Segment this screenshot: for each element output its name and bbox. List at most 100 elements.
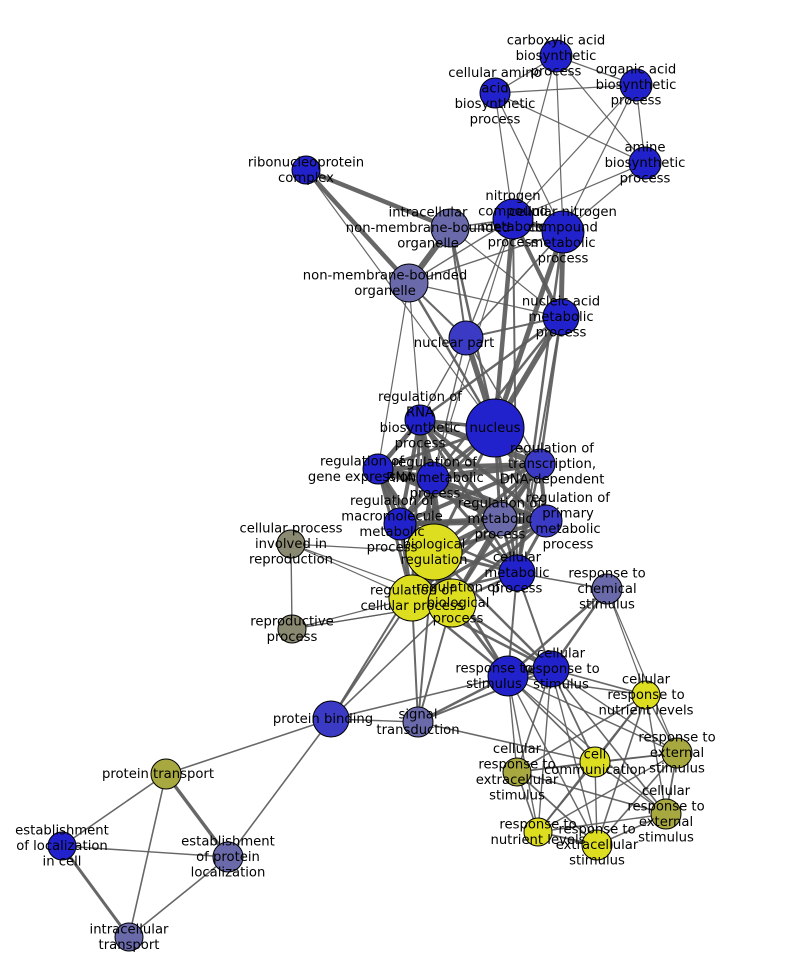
graph-node[interactable]	[114, 922, 144, 952]
graph-node[interactable]	[650, 798, 682, 830]
graph-edge	[492, 231, 566, 429]
graph-edge	[408, 282, 421, 421]
graph-node[interactable]	[276, 529, 306, 559]
graph-edge	[377, 467, 547, 523]
graph-node[interactable]	[465, 398, 525, 458]
graph-node[interactable]	[312, 700, 350, 738]
graph-node[interactable]	[529, 504, 563, 538]
graph-edge	[128, 856, 229, 938]
graph-edge	[465, 218, 514, 339]
graph-node[interactable]	[539, 39, 573, 73]
graph-node[interactable]	[212, 841, 244, 873]
graph-edge	[377, 282, 410, 470]
graph-node[interactable]	[448, 320, 484, 356]
graph-node[interactable]	[291, 155, 321, 185]
node-label: cellular metabolic process	[484, 551, 549, 597]
graph-node[interactable]	[619, 68, 653, 102]
graph-edge	[606, 588, 647, 696]
graph-node[interactable]	[404, 404, 436, 436]
graph-node[interactable]	[631, 680, 661, 710]
node-label: cellular response to stimulus	[522, 647, 599, 693]
node-label: reproductive process	[250, 614, 334, 645]
graph-node[interactable]	[542, 298, 580, 336]
graph-node[interactable]	[47, 831, 77, 861]
graph-node[interactable]	[523, 817, 553, 847]
node-label: organic acid biosynthetic process	[596, 63, 677, 109]
graph-edge	[494, 92, 564, 233]
graph-edge	[516, 694, 647, 773]
graph-node[interactable]	[541, 210, 585, 254]
node-label: cellular response to extracellular stimulus	[476, 742, 559, 804]
graph-edge	[417, 668, 552, 723]
node-label: regulation of transcription, DNA-dependent	[500, 442, 605, 488]
graph-edge	[128, 773, 167, 938]
node-label: nucleic acid metabolic process	[522, 295, 600, 341]
graph-edge	[432, 316, 562, 479]
node-label: carboxylic acid biosynthetic process	[507, 34, 606, 80]
graph-node[interactable]	[661, 737, 693, 769]
graph-node[interactable]	[479, 77, 511, 109]
graph-edge	[60, 845, 131, 938]
graph-edge	[305, 167, 451, 231]
graph-node[interactable]	[487, 655, 529, 697]
node-label: regulation of macromolecule metabolic proce…	[341, 494, 442, 556]
graph-edge	[537, 752, 678, 833]
graph-edge	[507, 675, 598, 846]
node-label: response to extracellular stimulus	[556, 823, 639, 869]
graph-node[interactable]	[427, 578, 477, 628]
graph-node[interactable]	[150, 758, 182, 790]
graph-edge	[507, 588, 608, 677]
graph-node[interactable]	[416, 461, 450, 495]
graph-edge	[399, 462, 541, 526]
node-label: protein transport	[102, 767, 214, 782]
graph-node[interactable]	[405, 523, 463, 581]
graph-edge	[377, 461, 541, 472]
graph-edge	[165, 718, 332, 775]
node-label: cell communication	[544, 747, 646, 778]
labels-layer: carboxylic acid biosynthetic process organi…	[15, 34, 716, 953]
graph-node[interactable]	[492, 198, 534, 240]
graph-node[interactable]	[383, 507, 417, 541]
graph-node[interactable]	[402, 706, 434, 738]
graph-edge	[330, 597, 413, 720]
graph-edge	[419, 315, 562, 422]
graph-edge	[516, 316, 562, 574]
graph-node[interactable]	[498, 554, 536, 592]
node-label: regulation of metabolic process	[458, 497, 542, 543]
graph-edge	[417, 721, 596, 763]
node-label: regulation of primary metabolic process	[526, 491, 610, 553]
node-label: response to chemical stimulus	[568, 567, 645, 613]
graph-node[interactable]	[502, 757, 532, 787]
graph-edge	[61, 773, 167, 847]
graph-node[interactable]	[389, 263, 429, 303]
graph-node[interactable]	[591, 573, 623, 605]
nodes-layer[interactable]	[47, 39, 693, 952]
graph-node[interactable]	[532, 650, 570, 688]
graph-node[interactable]	[581, 829, 613, 861]
graph-edge	[537, 813, 667, 833]
node-label: regulation of gene expression	[308, 454, 416, 485]
graph-edge	[164, 772, 230, 859]
graph-node[interactable]	[579, 746, 611, 778]
node-label: nucleus	[470, 421, 521, 436]
graph-edge	[512, 55, 557, 220]
graph-node[interactable]	[482, 501, 518, 537]
graph-node[interactable]	[362, 453, 394, 485]
graph-node[interactable]	[524, 448, 556, 480]
graph-edge	[494, 92, 646, 164]
graph-edge	[555, 55, 646, 164]
graph-edge	[408, 282, 562, 318]
graph-edge	[61, 845, 229, 858]
graph-edge	[330, 602, 453, 720]
graph-node[interactable]	[277, 614, 307, 644]
node-label: response to external stimulus	[638, 731, 715, 777]
node-label: cellular nitrogen compound metabolic proces…	[509, 205, 617, 267]
graph-edge	[516, 771, 598, 846]
graph-edge	[512, 162, 646, 220]
graph-node[interactable]	[628, 146, 662, 180]
graph-node[interactable]	[430, 208, 470, 248]
graph-edge	[494, 92, 514, 220]
node-label: intracellular transport	[90, 922, 169, 953]
